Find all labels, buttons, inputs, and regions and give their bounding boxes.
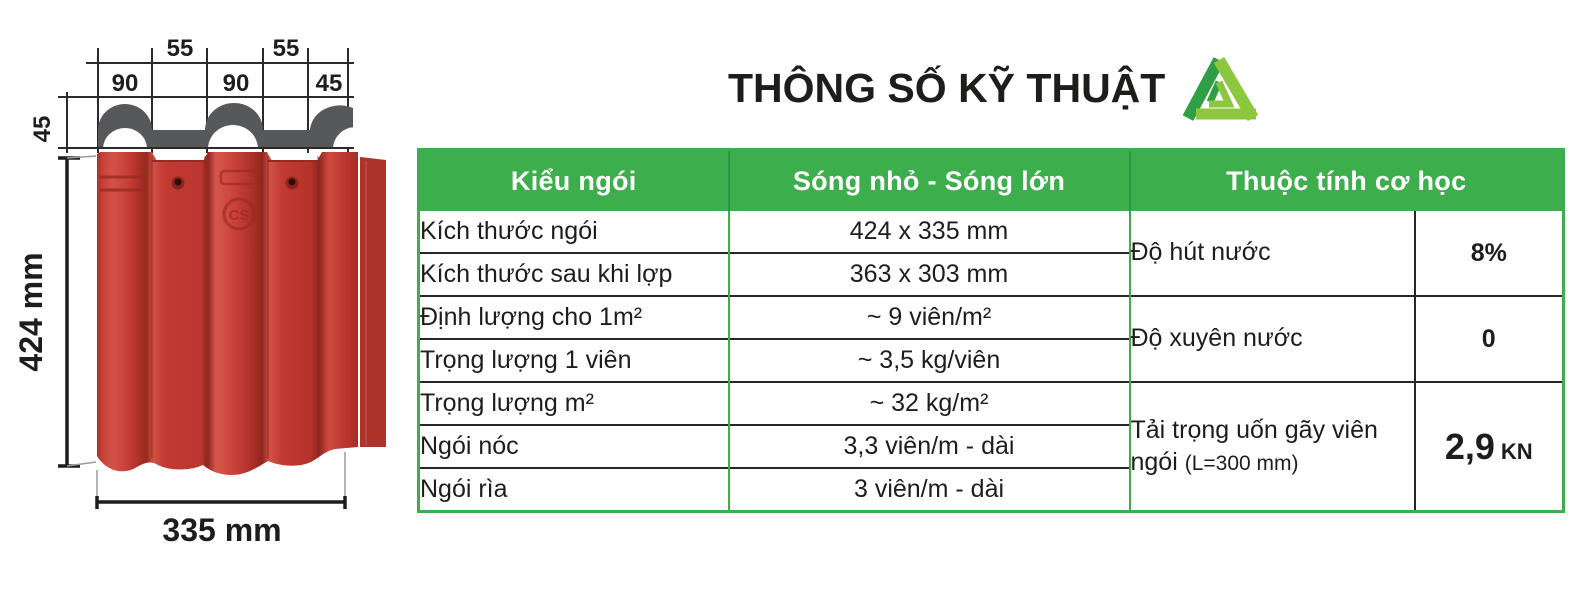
tile-emboss-label: CS <box>229 207 250 224</box>
tile-width-dimension: 335 mm <box>95 452 347 548</box>
tile-grooves <box>99 175 148 192</box>
table-row: Trọng lượng m² ~ 32 kg/m² Tải trọng uốn … <box>418 381 1564 512</box>
spec-value: 424 x 335 mm <box>727 211 1130 253</box>
col-header-kieu-ngoi: Kiểu ngói <box>418 149 729 211</box>
tile-cross-section <box>98 103 354 147</box>
spec-value: 3,3 viên/m - dài <box>727 424 1130 468</box>
tile-height-dimension: 424 mm <box>13 155 97 468</box>
tile-nail-holes <box>171 176 299 190</box>
profile-dimension-labels: 55 55 90 90 45 45 <box>29 35 342 142</box>
col-header-thuoc-tinh: Thuộc tính cơ học <box>1128 149 1564 211</box>
tile-emboss-circle <box>222 197 256 231</box>
table-row: Ngói nóc 3,3 viên/m - dài <box>418 424 1564 468</box>
spec-label: Trọng lượng m² <box>418 381 729 425</box>
title-row: THÔNG SỐ KỸ THUẬT <box>728 52 1259 124</box>
spec-value: ~ 3,5 kg/viên <box>727 338 1130 382</box>
brand-triangle-logo <box>1183 56 1259 122</box>
dim-label-55-left: 55 <box>167 35 194 62</box>
spec-label: Kích thước sau khi lợp <box>418 252 729 296</box>
profile-dimension-grid <box>58 48 354 153</box>
mech-label: Độ xuyên nước <box>1128 295 1415 382</box>
dim-label-45-right: 45 <box>316 70 343 97</box>
dim-label-55-right: 55 <box>273 35 300 62</box>
mech-value-unit: KN <box>1500 438 1533 464</box>
mech-label: Độ hút nước <box>1128 211 1415 296</box>
spec-label: Trọng lượng 1 viên <box>418 338 729 382</box>
dim-label-90-right: 90 <box>223 70 250 97</box>
mech-value: 2,9 KN <box>1413 381 1564 512</box>
table-header-row: Kiểu ngói Sóng nhỏ - Sóng lớn Thuộc tính… <box>418 149 1564 211</box>
table-row: Ngói rìa 3 viên/m - dài <box>418 467 1564 512</box>
mech-value: 0 <box>1413 295 1564 382</box>
table-row: Kích thước sau khi lợp 363 x 303 mm <box>418 252 1564 296</box>
spec-value: 363 x 303 mm <box>727 252 1130 296</box>
spec-label: Kích thước ngói <box>420 217 598 245</box>
tile-width-label: 335 mm <box>162 512 281 548</box>
mech-label: Tải trọng uốn gãy viên ngói (L=300 mm) <box>1128 381 1415 512</box>
spec-label: Ngói rìa <box>418 467 729 512</box>
table-row: Kích thước ngói 424 x 335 mm Độ hút nước… <box>419 211 1564 296</box>
dim-label-90-left: 90 <box>112 70 139 97</box>
table-row: Định lượng cho 1m² ~ 9 viên/m² Độ xuyên … <box>418 295 1564 382</box>
spec-table: Kiểu ngói Sóng nhỏ - Sóng lớn Thuộc tính… <box>417 148 1566 513</box>
spec-value: ~ 9 viên/m² <box>727 295 1130 339</box>
tile-emboss-plate <box>219 169 259 186</box>
tile-body <box>97 152 358 475</box>
col-header-song: Sóng nhỏ - Sóng lớn <box>727 149 1130 211</box>
dim-label-45-height: 45 <box>29 116 56 143</box>
mech-value: 8% <box>1413 211 1564 296</box>
table-row: Trọng lượng 1 viên ~ 3,5 kg/viên <box>418 338 1564 382</box>
tile-illustration: CS <box>97 152 386 475</box>
mech-label-note: (L=300 mm) <box>1184 451 1299 475</box>
spec-label: Ngói nóc <box>418 424 729 468</box>
spec-value: 3 viên/m - dài <box>727 467 1130 512</box>
spec-label: Định lượng cho 1m² <box>418 295 729 339</box>
tile-profile-diagram: 55 55 90 90 45 45 <box>13 35 386 548</box>
spec-value: ~ 32 kg/m² <box>727 381 1130 425</box>
tile-underlap-strip <box>360 157 386 447</box>
tile-height-label: 424 mm <box>13 252 49 371</box>
page-title: THÔNG SỐ KỸ THUẬT <box>728 64 1166 111</box>
